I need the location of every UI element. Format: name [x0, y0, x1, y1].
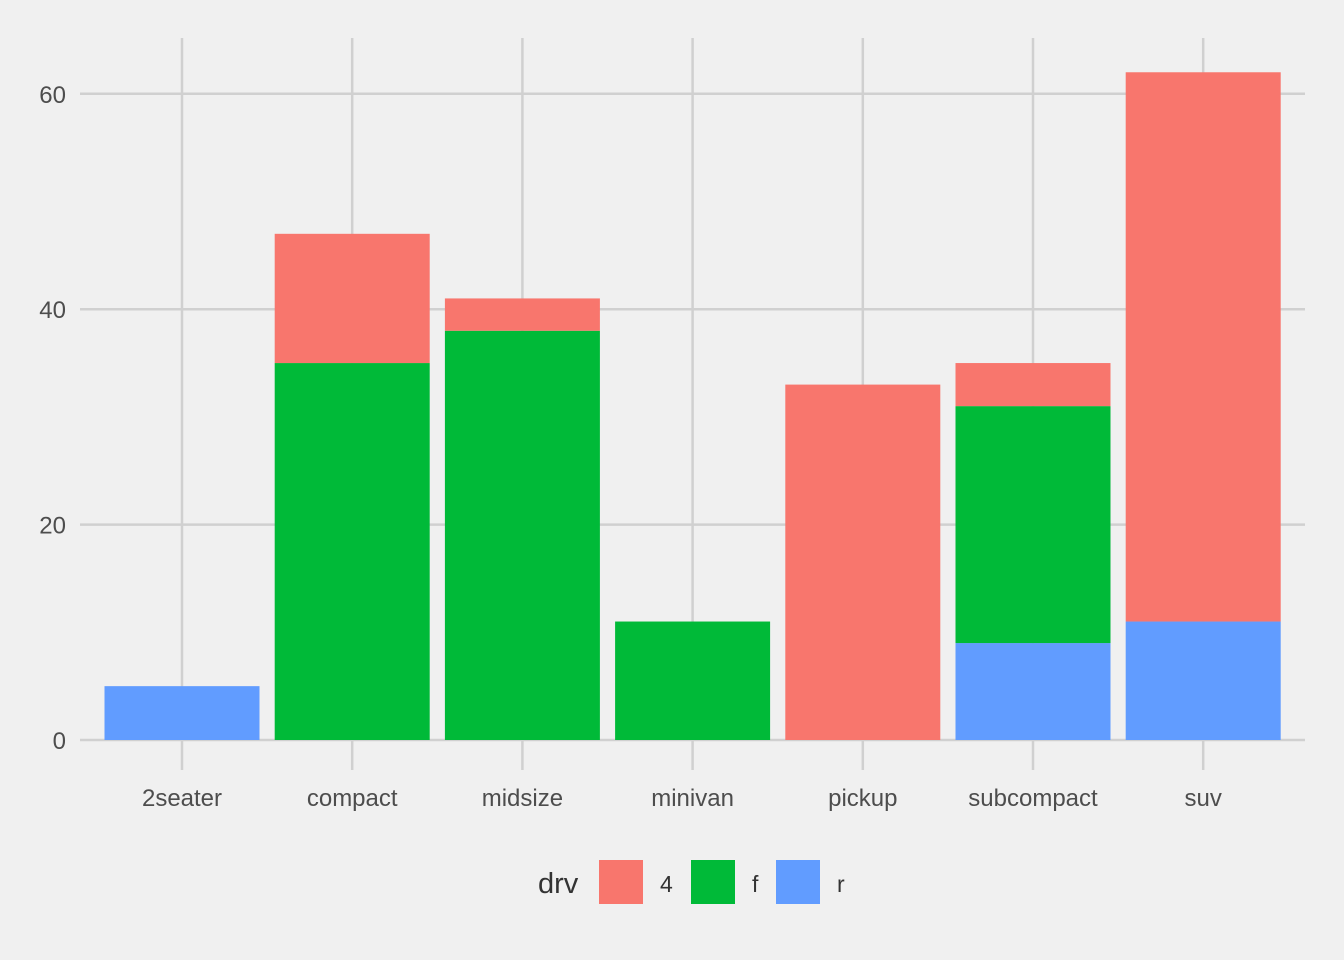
y-axis: 0 20 40 60 [39, 82, 66, 755]
y-tick-label: 40 [39, 297, 66, 324]
bar-suv-4 [1125, 72, 1281, 622]
bar-suv-r [1125, 621, 1281, 740]
y-tick-label: 0 [53, 728, 66, 755]
legend-title: drv [538, 868, 579, 900]
legend-key-4 [599, 860, 643, 904]
y-tick-label: 60 [39, 82, 66, 109]
legend-label: f [752, 871, 759, 897]
legend: drv 4 f r [538, 860, 845, 904]
x-tick-label: minivan [651, 785, 734, 812]
x-tick-label: pickup [828, 785, 897, 812]
bar-2seater-r [104, 686, 260, 740]
x-tick-label: midsize [482, 785, 563, 812]
x-tick-label: compact [307, 785, 398, 812]
bar-compact-4 [274, 233, 430, 364]
x-tick-label: subcompact [968, 785, 1098, 812]
x-tick-label: suv [1185, 785, 1222, 812]
y-tick-label: 20 [39, 513, 66, 540]
legend-key-r [776, 860, 820, 904]
legend-key-f [691, 860, 735, 904]
bar-pickup-4 [785, 384, 941, 740]
x-tick-label: 2seater [142, 785, 222, 812]
bar-compact-f [274, 363, 430, 740]
bars [104, 72, 1281, 740]
bar-midsize-f [444, 330, 600, 740]
legend-label: r [837, 871, 845, 897]
bar-subcompact-r [955, 643, 1111, 740]
bar-midsize-4 [444, 298, 600, 331]
bar-subcompact-4 [955, 363, 1111, 407]
bar-minivan-f [615, 621, 771, 740]
x-axis: 2seater compact midsize minivan pickup subcom… [142, 785, 1222, 812]
bar-subcompact-f [955, 406, 1111, 644]
legend-label: 4 [660, 871, 673, 897]
